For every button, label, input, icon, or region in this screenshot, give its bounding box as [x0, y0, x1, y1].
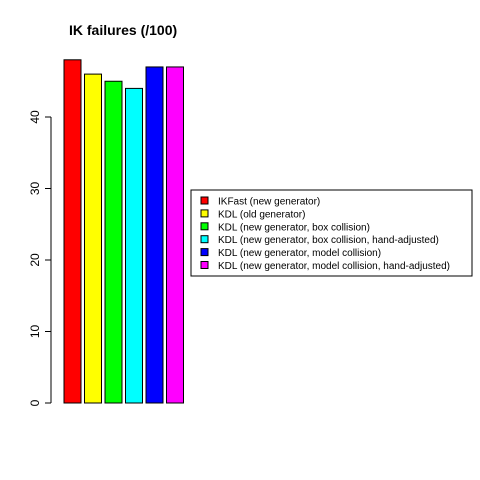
bar-3 [104, 80, 123, 404]
bar-5 [145, 66, 164, 404]
legend-swatch-2 [200, 209, 209, 218]
y-tick-label-0: 0 [28, 399, 42, 406]
y-tick-label-10: 10 [28, 325, 42, 339]
legend-label-2: KDL (old generator) [218, 209, 305, 220]
legend-label-3: KDL (new generator, box collision) [218, 222, 370, 233]
y-tick-label-40: 40 [28, 110, 42, 124]
bar-2 [84, 73, 102, 404]
legend-label-5: KDL (new generator, model collision) [218, 248, 381, 259]
chart-title: IK failures (/100) [69, 22, 177, 38]
legend-label-1: IKFast (new generator) [218, 197, 320, 208]
bar-1 [63, 59, 82, 404]
legend-label-6: KDL (new generator, model collision, han… [218, 261, 450, 272]
legend-swatch-5 [200, 248, 209, 257]
y-axis: 0 10 20 30 40 [28, 110, 52, 406]
y-tick-label-20: 20 [28, 253, 42, 267]
legend-swatch-3 [200, 222, 209, 231]
legend-box [190, 189, 473, 277]
legend-swatch-6 [200, 261, 209, 269]
legend-label-4: KDL (new generator, box collision, hand-… [218, 235, 439, 246]
legend: IKFast (new generator)KDL (old generator… [190, 189, 473, 277]
y-tick-label-30: 30 [28, 182, 42, 196]
bar-6 [166, 66, 184, 404]
legend-swatch-4 [200, 235, 209, 244]
bars-group [63, 59, 184, 404]
legend-swatch-1 [200, 196, 209, 205]
bar-4 [125, 87, 143, 404]
